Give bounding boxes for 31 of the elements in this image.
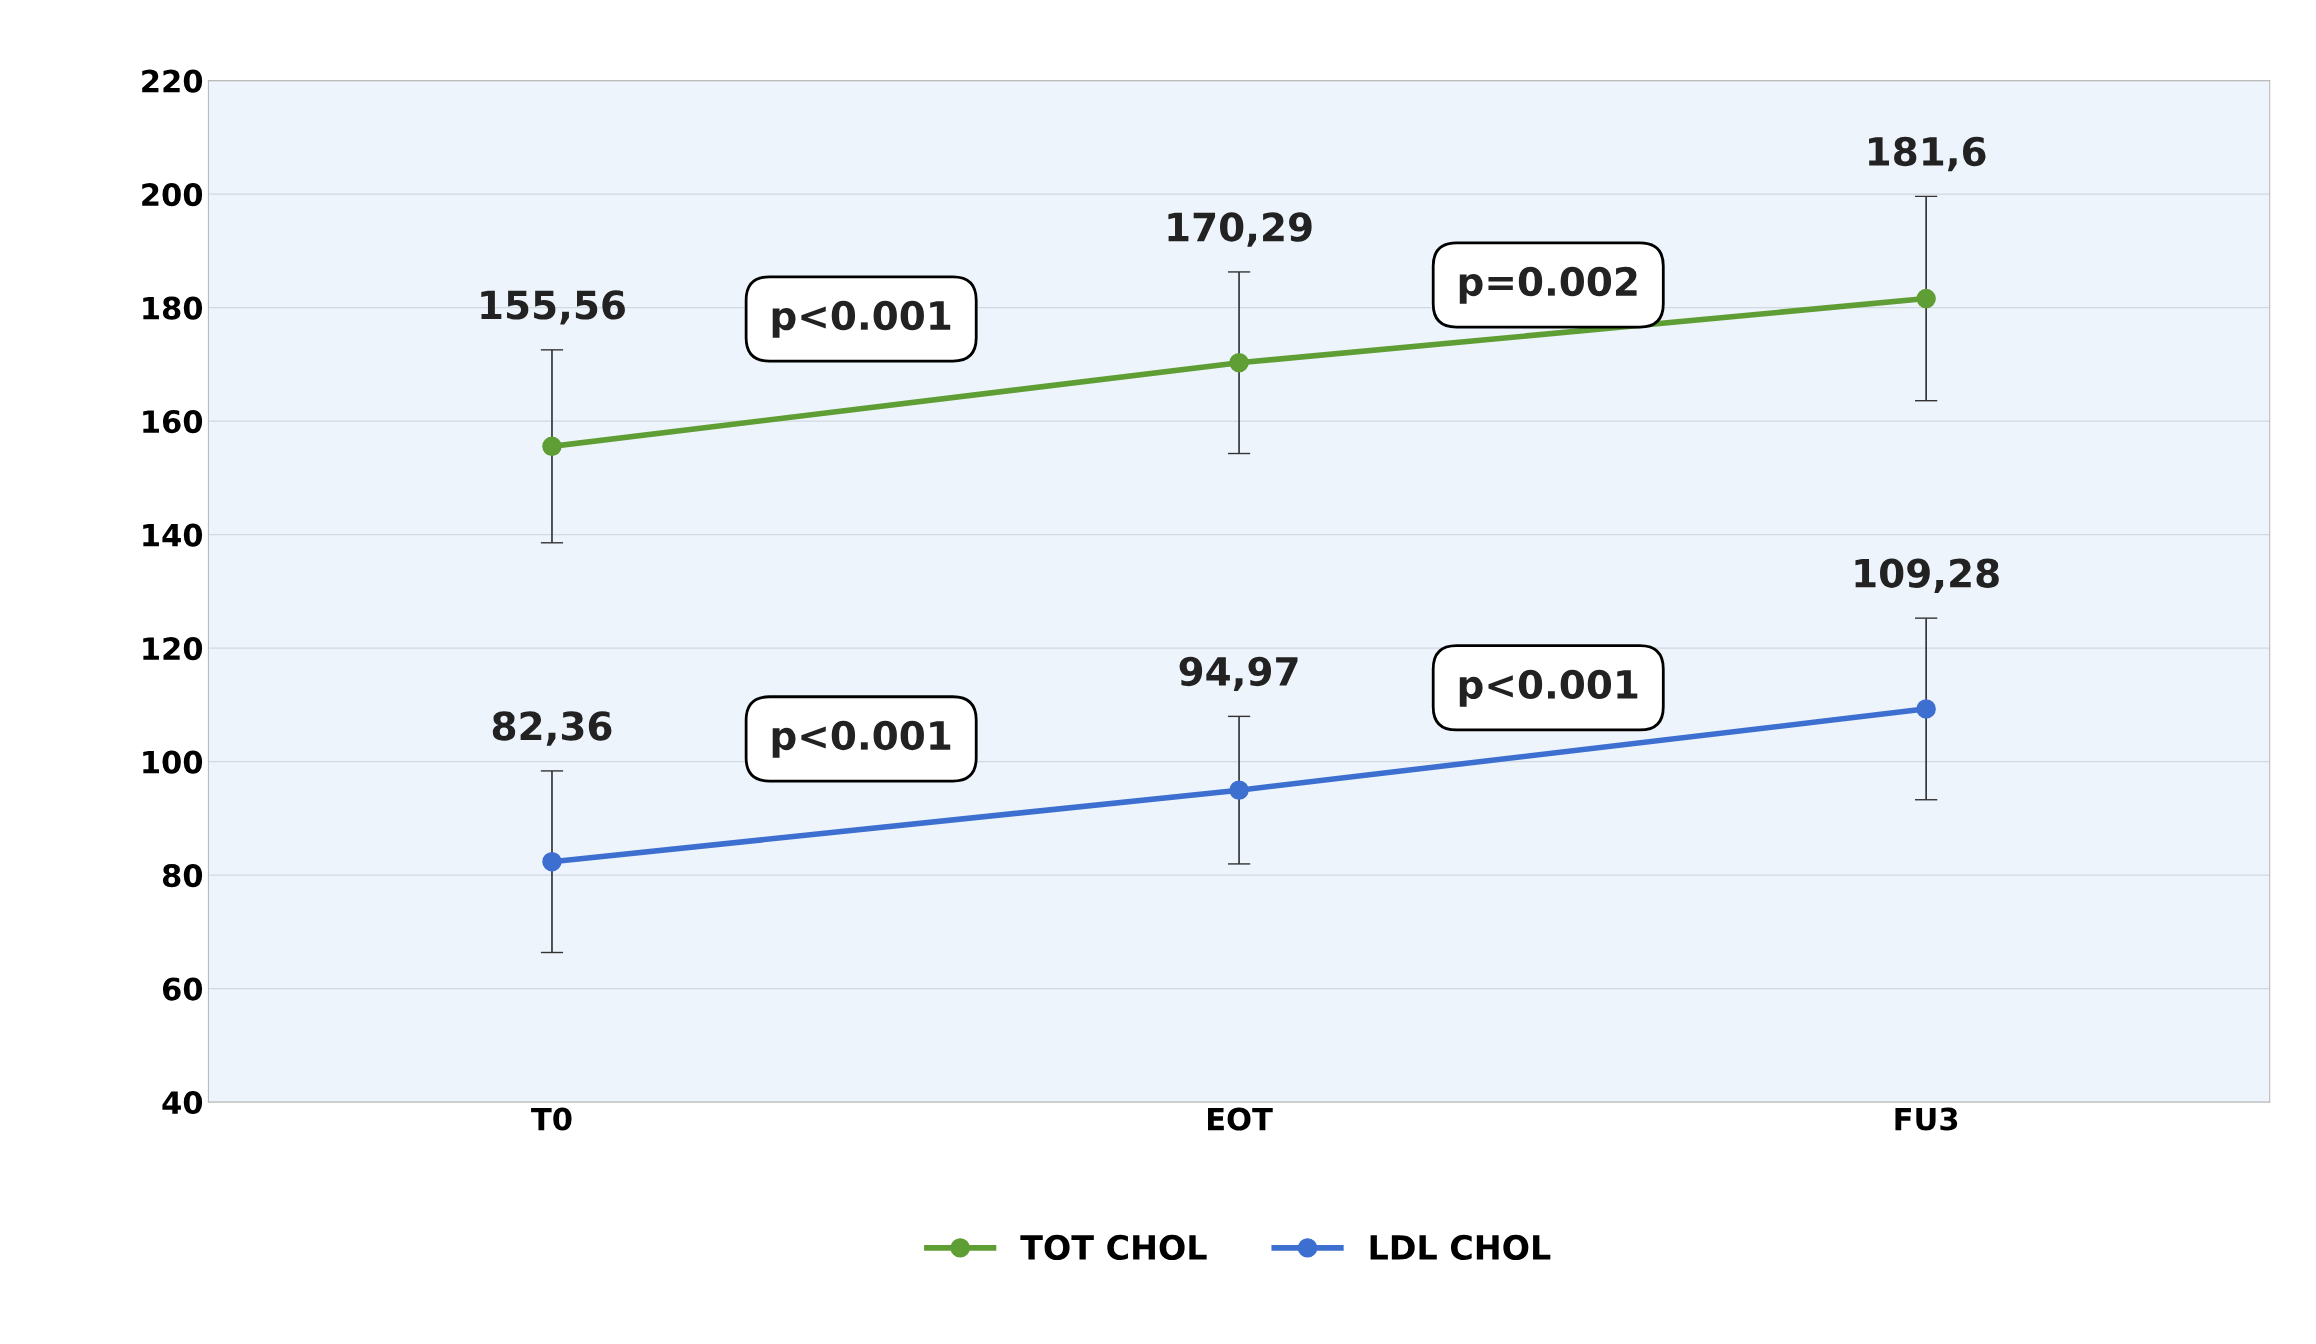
y-tick-label: 140	[143, 523, 203, 547]
point	[1916, 699, 1936, 719]
data-label: 155,56	[481, 290, 625, 325]
legend-label: LDL CHOL	[1370, 1234, 1551, 1261]
point	[1916, 288, 1936, 309]
data-label: 181,6	[1869, 136, 1986, 172]
data-label: 170,29	[1168, 212, 1312, 247]
y-tick-label: 200	[142, 183, 203, 207]
x-tick-label: T0	[531, 1107, 572, 1131]
annotation: p<0.001	[772, 300, 951, 338]
point	[1229, 353, 1249, 373]
data-label: 109,28	[1855, 558, 1999, 593]
y-tick-label: 80	[162, 864, 203, 888]
y-tick-label: 100	[143, 750, 203, 774]
y-tick-label: 40	[162, 1091, 203, 1115]
point	[1229, 780, 1249, 800]
annotation: p=0.002	[1459, 266, 1637, 304]
point	[542, 436, 562, 457]
x-tick-label: FU3	[1895, 1107, 1958, 1131]
y-tick-label: 220	[142, 69, 203, 93]
y-tick-label: 60	[162, 977, 203, 1001]
x-tick-label: EOT	[1208, 1107, 1273, 1131]
annotation: p<0.001	[1459, 669, 1638, 707]
y-tick-label: 120	[143, 637, 203, 661]
annotation: p<0.001	[772, 720, 951, 758]
data-label: 94,97	[1179, 656, 1298, 692]
legend-label: TOT CHOL	[1020, 1234, 1207, 1261]
data-label: 82,36	[492, 711, 612, 746]
y-tick-label: 160	[143, 410, 203, 434]
y-tick-label: 180	[143, 296, 203, 320]
point	[542, 851, 562, 872]
